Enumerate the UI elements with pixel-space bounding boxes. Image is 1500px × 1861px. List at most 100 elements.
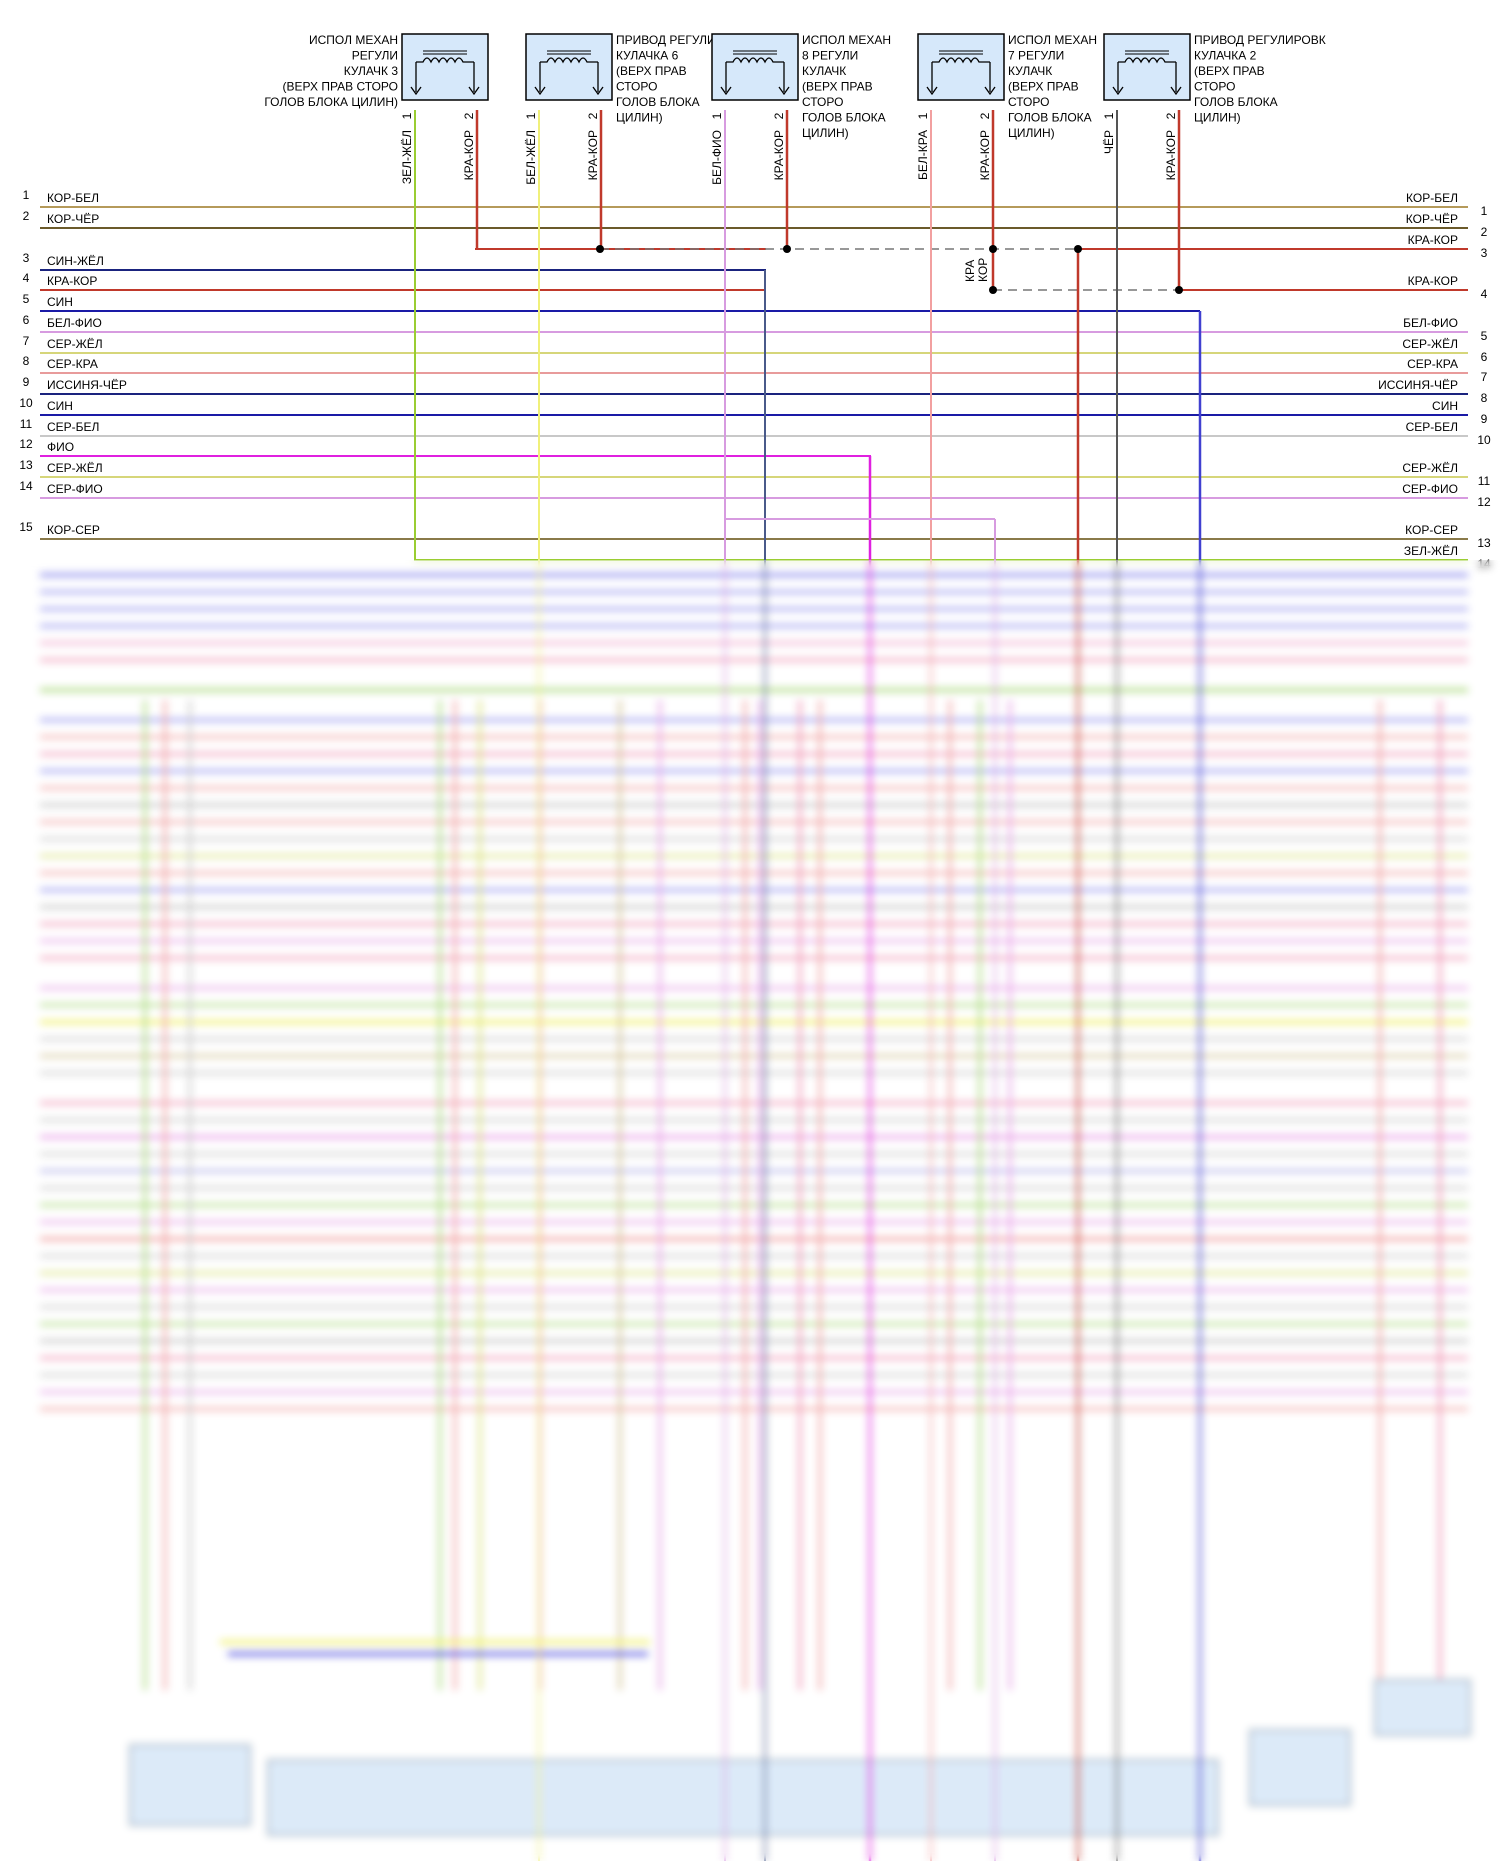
wire-label-right: БЕЛ-ФИО bbox=[1403, 316, 1458, 330]
junction-dot bbox=[989, 286, 997, 294]
wire-label-left: СИН bbox=[47, 399, 73, 413]
junction-dot bbox=[989, 245, 997, 253]
actuator-label: ИСПОЛ МЕХАН 8 РЕГУЛИ КУЛАЧК (ВЕРХ ПРАВ СТОРО… bbox=[802, 33, 891, 140]
pin-wire-label: КРА-КОР bbox=[978, 130, 992, 180]
row-number-left: 14 bbox=[19, 479, 33, 493]
pin-number: 1 bbox=[400, 112, 414, 119]
actuator-box bbox=[1103, 33, 1191, 101]
actuator-label: ИСПОЛ МЕХАН РЕГУЛИ КУЛАЧК 3 (ВЕРХ ПРАВ СТОР… bbox=[264, 33, 398, 109]
wire-label-left: СИН-ЖЁЛ bbox=[47, 254, 104, 268]
sensor-box bbox=[1249, 1729, 1351, 1806]
wire-label-right: ИССИНЯ-ЧЁР bbox=[1378, 378, 1458, 392]
row-number-left: 2 bbox=[23, 209, 30, 223]
row-number-right: 3 bbox=[1481, 246, 1488, 260]
wire-label-right: КРА-КОР bbox=[1408, 233, 1458, 247]
wire-label-left: КОР-СЕР bbox=[47, 523, 100, 537]
row-number-right: 10 bbox=[1477, 433, 1491, 447]
junction-dot bbox=[783, 245, 791, 253]
actuators: 1 ЗЕЛ-ЖЁЛ 2 КРА-КОР ИСПОЛ МЕХАН РЕГУЛИ КУЛАЧК … bbox=[264, 33, 1325, 185]
row-number-right: 6 bbox=[1481, 350, 1488, 364]
actuator-box bbox=[525, 33, 613, 101]
row-number-right: 5 bbox=[1481, 329, 1488, 343]
row-number-left: 11 bbox=[20, 417, 33, 431]
row-number-left: 7 bbox=[23, 334, 30, 348]
wire-label-right: КОР-СЕР bbox=[1405, 523, 1458, 537]
pin-wire-label: КРА-КОР bbox=[462, 130, 476, 180]
pin-wire-label: БЕЛ-ЖЁЛ bbox=[524, 130, 538, 185]
row-number-right: 13 bbox=[1477, 536, 1491, 550]
wire-label-left: СЕР-БЕЛ bbox=[47, 420, 99, 434]
row-number-left: 15 bbox=[19, 520, 33, 534]
wire-label-left: ФИО bbox=[47, 440, 74, 454]
row-number-right: 7 bbox=[1481, 370, 1488, 384]
actuator-box bbox=[917, 33, 1005, 101]
bus-lines bbox=[38, 206, 1470, 562]
actuator-5: 1 ЧЁР 2 КРА-КОР ПРИВОД РЕГУЛИРОВК КУЛАЧКА 2 (В… bbox=[1102, 33, 1326, 180]
row-number-right: 1 bbox=[1481, 204, 1488, 218]
low-wire-yellow bbox=[220, 1640, 650, 1644]
row-number-left: 13 bbox=[19, 458, 33, 472]
row-number-left: 6 bbox=[23, 313, 30, 327]
row-number-left: 8 bbox=[23, 354, 30, 368]
wire-label-left: СЕР-КРА bbox=[47, 357, 98, 371]
wire-label-left: СИН bbox=[47, 295, 73, 309]
wire-label-right: СЕР-ФИО bbox=[1402, 482, 1458, 496]
pin-wire-label: КРА-КОР bbox=[586, 130, 600, 180]
row-number-left: 4 bbox=[23, 271, 30, 285]
pin-number: 1 bbox=[710, 112, 724, 119]
sensor-box bbox=[1374, 1679, 1471, 1736]
pin-number: 1 bbox=[916, 112, 930, 119]
junction-dot bbox=[596, 245, 604, 253]
wire-label-right: КОР-БЕЛ bbox=[1406, 191, 1458, 205]
actuator-box bbox=[401, 33, 489, 101]
wire-label-right: КОР-ЧЁР bbox=[1406, 212, 1458, 226]
wire-label-left: КРА-КОР bbox=[47, 274, 97, 288]
wire-label-right: СЕР-ЖЁЛ bbox=[1402, 461, 1458, 475]
row-number-right: 8 bbox=[1481, 391, 1488, 405]
pin-wire-label: ЧЁР bbox=[1102, 130, 1116, 154]
ecu-connector bbox=[267, 1759, 1219, 1836]
junction-dot bbox=[1175, 286, 1183, 294]
pin-wire-label: БЕЛ-ФИО bbox=[710, 130, 724, 185]
coil-icon bbox=[540, 57, 598, 64]
row-number-left: 1 bbox=[23, 188, 30, 202]
pin-wire-label: КРА-КОР bbox=[1164, 130, 1178, 180]
row-number-right: 12 bbox=[1477, 495, 1491, 509]
wire-label-left: КОР-БЕЛ bbox=[47, 191, 99, 205]
wire-label-left: СЕР-ЖЁЛ bbox=[47, 461, 103, 475]
pin-number: 1 bbox=[1102, 112, 1116, 119]
row-number-right: 11 bbox=[1478, 474, 1491, 488]
junction-dot bbox=[1074, 245, 1082, 253]
wire-label-left: БЕЛ-ФИО bbox=[47, 316, 102, 330]
coil-icon bbox=[1118, 57, 1176, 64]
pin-number: 2 bbox=[462, 112, 476, 119]
row-number-right: 2 bbox=[1481, 225, 1488, 239]
actuator-1: 1 ЗЕЛ-ЖЁЛ 2 КРА-КОР ИСПОЛ МЕХАН РЕГУЛИ КУЛАЧК … bbox=[264, 33, 489, 184]
wire-label-right: СЕР-ЖЁЛ bbox=[1402, 337, 1458, 351]
low-wire-blue bbox=[228, 1652, 648, 1656]
wire-label-left: СЕР-ЖЁЛ bbox=[47, 337, 103, 351]
pin-wire-label: КРА-КОР bbox=[772, 130, 786, 180]
coil-icon bbox=[726, 57, 784, 64]
wire-label-right: КРА-КОР bbox=[1408, 274, 1458, 288]
actuator-label: ИСПОЛ МЕХАН 7 РЕГУЛИ КУЛАЧК (ВЕРХ ПРАВ СТОРО… bbox=[1008, 33, 1097, 140]
wire-label-right: СИН bbox=[1432, 399, 1458, 413]
row-number-left: 5 bbox=[23, 292, 30, 306]
pin-number: 2 bbox=[772, 112, 786, 119]
coil-icon bbox=[932, 57, 990, 64]
row-number-left: 9 bbox=[23, 375, 30, 389]
row-number-right: 14 bbox=[1477, 557, 1491, 571]
pin-number: 2 bbox=[1164, 112, 1178, 119]
actuator-4: 1 БЕЛ-КРА 2 КРА-КОР ИСПОЛ МЕХАН 7 РЕГУЛИ КУЛАЧ… bbox=[916, 33, 1097, 180]
actuator-3: 1 БЕЛ-ФИО 2 КРА-КОР ИСПОЛ МЕХАН 8 РЕГУЛИ КУЛАЧ… bbox=[710, 33, 891, 185]
wire-label-left: ИССИНЯ-ЧЁР bbox=[47, 378, 127, 392]
row-number-left: 12 bbox=[19, 437, 33, 451]
pin-wire-label: БЕЛ-КРА bbox=[916, 130, 930, 180]
pin-wire-label: ЗЕЛ-ЖЁЛ bbox=[400, 130, 414, 184]
wire-label-left: КОР-ЧЁР bbox=[47, 212, 99, 226]
coil-icon bbox=[416, 57, 474, 64]
wire-label-right: СЕР-БЕЛ bbox=[1406, 420, 1458, 434]
actuator-box bbox=[711, 33, 799, 101]
actuator-label: ПРИВОД РЕГУЛИРОВК КУЛАЧКА 2 (ВЕРХ ПРАВ СТОР… bbox=[1194, 33, 1326, 125]
